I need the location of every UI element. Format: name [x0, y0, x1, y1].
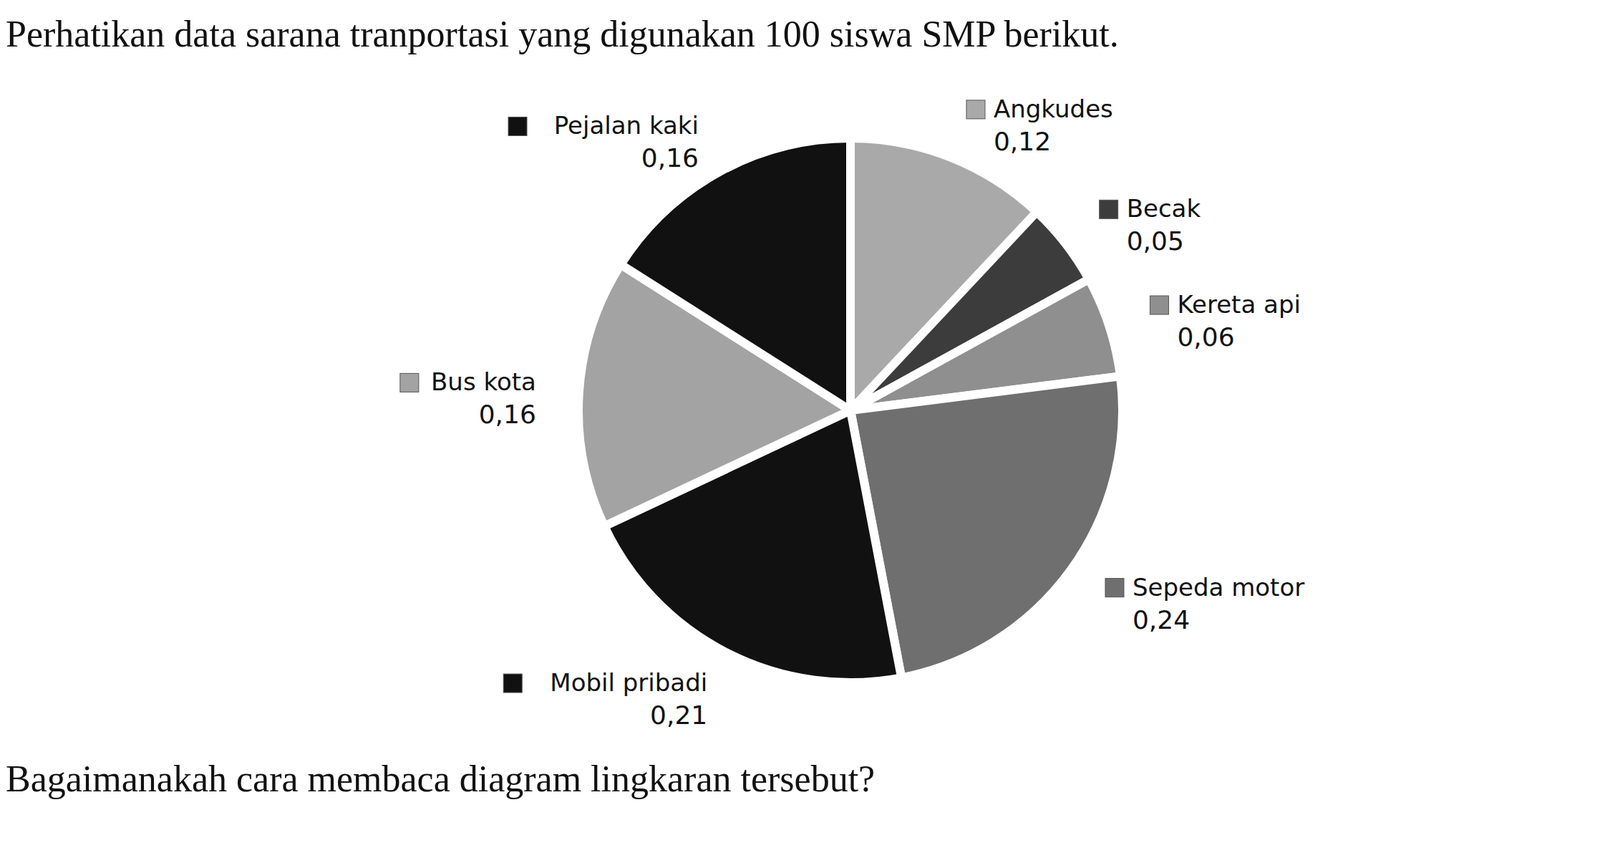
- svg-text:Pejalan kaki: Pejalan kaki: [554, 110, 699, 140]
- svg-text:Bus kota: Bus kota: [430, 367, 537, 396]
- html-text:Perhatikan data sarana tranpor: Perhatikan data sarana tranportasi yang …: [5, 13, 1119, 55]
- svg-text:0,21: 0,21: [650, 700, 708, 730]
- svg-text:Mobil pribadi: Mobil pribadi: [549, 667, 708, 697]
- svg-text:Becak: Becak: [1126, 194, 1202, 223]
- svg-text:Kereta api: Kereta api: [1176, 289, 1301, 319]
- svg-text:0,16: 0,16: [478, 399, 537, 429]
- svg-text:0,05: 0,05: [1126, 226, 1185, 256]
- svg-text:0,12: 0,12: [993, 126, 1051, 157]
- svg-text:Sepeda motor: Sepeda motor: [1132, 572, 1305, 602]
- svg-text:0,24: 0,24: [1132, 604, 1190, 635]
- svg-text:Angkudes: Angkudes: [993, 94, 1114, 124]
- html-text:Bagaimanakah cara membaca diag: Bagaimanakah cara membaca diagram lingka…: [5, 758, 875, 799]
- svg-text:0,16: 0,16: [641, 143, 699, 173]
- svg-text:0,06: 0,06: [1176, 322, 1235, 352]
